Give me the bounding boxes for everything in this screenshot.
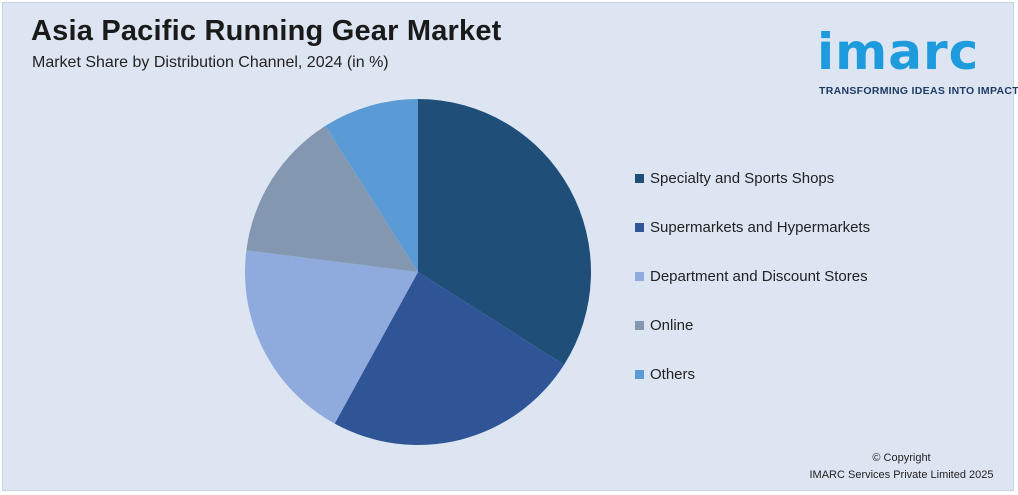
legend-swatch [635,272,644,281]
logo-wordmark: imarc [817,23,980,81]
legend-swatch [635,223,644,232]
pie-slice-online [246,125,418,272]
legend-label: Department and Discount Stores [650,268,868,285]
legend-label: Others [650,366,696,383]
chart-legend: Specialty and Sports Shops Supermarkets a… [635,161,870,406]
legend-item: Online [635,308,870,357]
imarc-logo: imarc TRANSFORMING IDEAS INTO IMPACT [815,13,1018,103]
pie-chart [245,99,591,445]
legend-swatch [635,370,644,379]
pie-slice-others [325,99,418,272]
pie-slice-supermarkets-and-hypermarkets [334,272,565,445]
copyright-line1: © Copyright [872,452,931,464]
legend-label: Specialty and Sports Shops [650,170,835,187]
chart-subtitle: Market Share by Distribution Channel, 20… [32,54,389,71]
copyright-line2: IMARC Services Private Limited 2025 [809,469,994,481]
logo-tagline: TRANSFORMING IDEAS INTO IMPACT [819,85,1018,97]
legend-swatch [635,321,644,330]
pie-slice-department-and-discount-stores [245,250,418,424]
legend-item: Supermarkets and Hypermarkets [635,210,870,259]
legend-item: Specialty and Sports Shops [635,161,870,210]
legend-label: Online [650,317,694,334]
page-title: Asia Pacific Running Gear Market [31,15,502,47]
copyright-notice: © Copyright IMARC Services Private Limit… [793,450,1010,484]
legend-label: Supermarkets and Hypermarkets [650,219,871,236]
pie-slice-specialty-and-sports-shops [418,99,591,365]
legend-item: Others [635,357,870,406]
legend-swatch [635,174,644,183]
legend-item: Department and Discount Stores [635,259,870,308]
